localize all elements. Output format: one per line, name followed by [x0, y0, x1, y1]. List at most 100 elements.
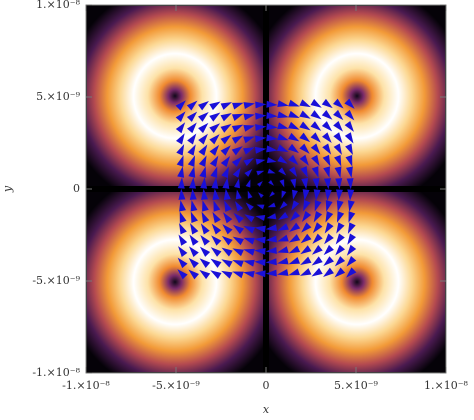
vector-arrow: [291, 189, 298, 200]
vector-arrow: [231, 156, 243, 167]
vector-arrow: [323, 244, 334, 256]
vector-arrow: [278, 167, 287, 176]
vector-arrow: [277, 257, 289, 265]
vector-arrow: [221, 166, 229, 179]
vector-arrow: [311, 166, 319, 178]
vector-arrow: [232, 236, 244, 246]
vector-arrow: [299, 110, 311, 119]
vector-arrow: [188, 269, 199, 280]
vector-arrow: [310, 132, 321, 143]
vector-arrow: [344, 98, 355, 109]
vector-arrow: [201, 188, 209, 200]
vector-arrow: [243, 237, 255, 245]
vector-arrow: [176, 155, 184, 167]
vector-arrow: [289, 211, 301, 222]
vector-arrow: [265, 258, 277, 266]
vector-arrow: [254, 258, 266, 266]
vector-arrow: [303, 199, 311, 212]
vector-arrow: [202, 200, 209, 212]
vector-arrow: [209, 155, 219, 167]
vector-arrow: [188, 166, 196, 178]
vector-arrow: [256, 204, 265, 210]
vector-arrow: [198, 112, 209, 122]
vector-arrow: [266, 157, 277, 164]
vector-arrow: [187, 144, 196, 156]
vector-arrow: [321, 121, 333, 132]
vector-arrow: [267, 202, 276, 208]
vector-arrow: [266, 123, 278, 131]
vector-arrow: [177, 269, 188, 280]
vector-arrow: [344, 109, 355, 121]
vector-arrow: [299, 154, 309, 166]
vector-arrow: [209, 134, 220, 145]
vector-arrow: [231, 135, 244, 144]
vector-arrow: [266, 134, 278, 142]
vector-arrow: [288, 234, 301, 243]
vector-arrow: [299, 132, 311, 143]
vector-arrow: [186, 111, 198, 122]
vector-arrow: [345, 143, 353, 156]
vector-arrow: [346, 256, 357, 267]
vector-arrow: [323, 166, 330, 178]
x-tick-label: 0: [263, 379, 270, 392]
vector-arrow: [336, 200, 344, 212]
vector-arrow: [255, 135, 267, 143]
vector-arrow: [336, 211, 345, 223]
vector-arrow: [197, 101, 209, 111]
vector-arrow: [279, 179, 285, 188]
vector-arrow: [333, 121, 343, 132]
vector-arrow: [186, 100, 198, 111]
vector-arrow: [175, 111, 186, 122]
vector-arrow: [313, 189, 321, 201]
x-tick-label: 5.×10⁻⁹: [334, 379, 379, 392]
vector-arrow: [232, 248, 244, 257]
vector-arrow: [265, 235, 277, 243]
vector-arrow: [301, 177, 309, 190]
vector-arrow: [232, 271, 244, 279]
x-tick-label: -1.×10⁻⁸: [62, 379, 110, 392]
vector-arrow: [311, 256, 323, 266]
vector-arrow: [258, 192, 264, 198]
vector-arrow: [335, 178, 343, 190]
vector-arrow: [333, 143, 342, 155]
vector-arrow: [243, 158, 254, 167]
vector-arrow: [179, 200, 187, 212]
vector-arrow: [232, 167, 241, 178]
vector-arrow: [324, 222, 334, 234]
vector-arrow: [277, 111, 289, 119]
vector-arrow: [288, 121, 300, 130]
vector-arrow: [256, 170, 265, 176]
vector-arrow: [323, 178, 331, 190]
vector-arrow: [209, 101, 221, 111]
y-tick-label: 0: [73, 182, 80, 195]
vector-arrow: [189, 188, 197, 200]
vector-arrow: [288, 245, 301, 254]
vector-arrow: [231, 146, 243, 156]
vector-arrow: [288, 110, 300, 119]
vector-arrow: [289, 222, 301, 232]
vector-arrow: [244, 214, 255, 223]
vector-arrow: [220, 145, 231, 156]
vector-arrow: [277, 223, 289, 231]
vector-arrow: [346, 178, 354, 190]
vector-arrow: [265, 269, 277, 277]
vector-arrow: [220, 123, 232, 133]
vector-arrow: [323, 267, 335, 277]
vector-arrow: [221, 259, 233, 268]
vector-arrow: [345, 166, 353, 178]
vector-arrow: [198, 155, 207, 167]
vector-arrow: [334, 256, 346, 267]
vector-arrow: [254, 225, 266, 233]
vector-arrow: [266, 213, 277, 220]
vector-arrow: [210, 258, 222, 268]
vector-arrow: [213, 200, 221, 212]
vector-arrow: [287, 143, 299, 154]
vector-arrow: [178, 246, 188, 258]
vector-arrow: [333, 109, 344, 121]
vector-arrow: [312, 178, 320, 190]
vector-arrow: [322, 132, 332, 144]
vector-arrow: [200, 177, 208, 189]
vector-arrow: [175, 100, 186, 111]
vector-arrow: [311, 267, 323, 277]
vector-arrow: [277, 155, 288, 164]
